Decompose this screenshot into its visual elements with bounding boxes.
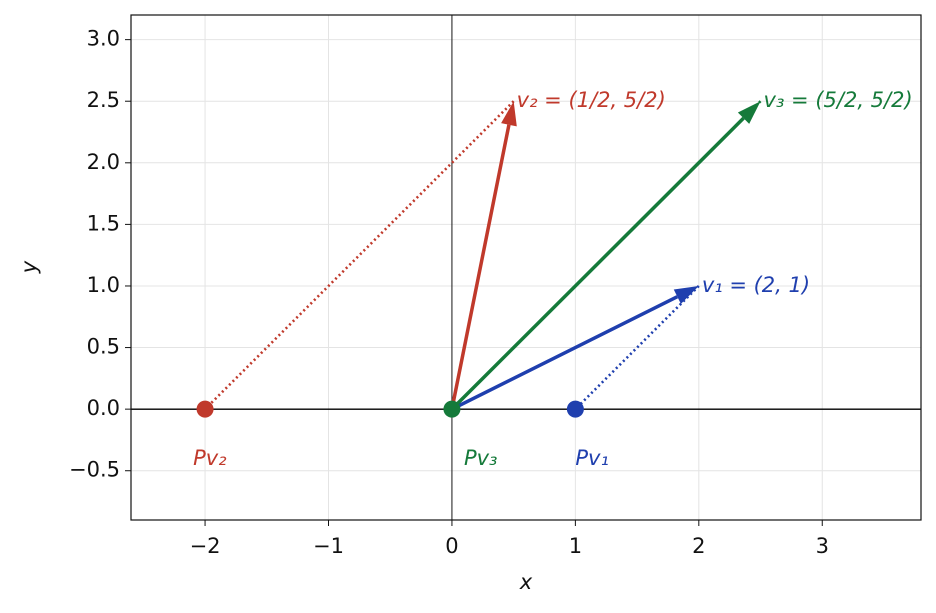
y-tick-label: 2.5	[87, 88, 120, 112]
vector-label: v₁ = (2, 1)	[702, 273, 810, 297]
vector-head	[501, 101, 517, 127]
vector-shaft	[450, 116, 745, 411]
y-tick-label: 0.5	[87, 335, 120, 359]
y-tick-label: 1.0	[87, 273, 120, 297]
y-tick-label: 3.0	[87, 27, 120, 51]
vector-label: v₂ = (1/2, 5/2)	[517, 88, 666, 112]
x-tick-label: 1	[569, 534, 582, 558]
y-tick-label: 0.0	[87, 396, 120, 420]
projection-line	[204, 100, 515, 411]
x-tick-label: 0	[445, 534, 458, 558]
projection-point	[566, 400, 584, 418]
x-tick-label: 3	[816, 534, 829, 558]
x-axis-label: x	[519, 570, 533, 594]
projection-label: Pv₁	[575, 446, 609, 470]
projection-label: Pv₂	[193, 446, 227, 470]
x-tick-label: 2	[692, 534, 705, 558]
vector-head	[673, 285, 699, 304]
y-tick-label: 1.5	[87, 211, 120, 235]
y-tick-label: −0.5	[69, 458, 120, 482]
y-axis-label: y	[17, 260, 41, 274]
vector-head	[737, 101, 761, 124]
vector-shaft	[450, 124, 511, 410]
y-tick-label: 2.0	[87, 150, 120, 174]
x-tick-label: −1	[313, 534, 344, 558]
vector-shaft	[451, 295, 679, 411]
vector-label: v₃ = (5/2, 5/2)	[764, 88, 913, 112]
plot-frame	[130, 14, 922, 521]
projection-point	[196, 400, 214, 418]
x-tick-label: −2	[190, 534, 221, 558]
projection-label: Pv₃	[464, 446, 498, 470]
projection-line	[574, 285, 700, 411]
projection-point	[443, 400, 461, 418]
